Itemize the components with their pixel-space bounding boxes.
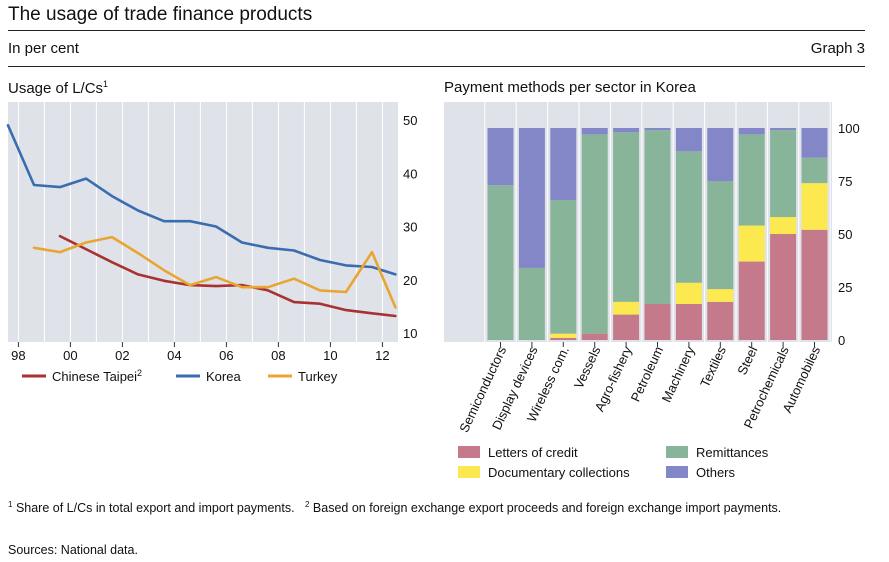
left-panel-title-text: Usage of L/Cs bbox=[8, 80, 104, 97]
title-rule bbox=[8, 30, 865, 31]
footnote-2-mark: 2 bbox=[304, 500, 310, 509]
x-tick-label: 00 bbox=[63, 348, 77, 363]
bar-segment-remittances bbox=[707, 181, 734, 290]
bar-segment-others bbox=[675, 128, 702, 152]
bar-segment-others bbox=[518, 128, 545, 268]
bar-segment-others bbox=[550, 128, 577, 201]
series-line-chinese-taipei bbox=[58, 234, 397, 318]
x-tick-label: 08 bbox=[271, 348, 285, 363]
bar-segment-letters-of-credit bbox=[801, 229, 828, 340]
legend-label-documentary-collections: Documentary collections bbox=[488, 465, 630, 480]
y-tick-label: 30 bbox=[403, 220, 417, 235]
bar-segment-documentary-collections bbox=[707, 289, 734, 302]
legend-swatch-documentary-collections bbox=[458, 466, 480, 478]
legend-swatch-letters-of-credit bbox=[458, 446, 480, 458]
bar-segment-remittances bbox=[675, 151, 702, 283]
bar-segment-remittances bbox=[801, 157, 828, 184]
bar-segment-others bbox=[738, 128, 765, 135]
x-tick-label: Vessels bbox=[571, 343, 604, 390]
footnote-1-text: Share of L/Cs in total export and import… bbox=[15, 501, 295, 516]
bar-segment-others bbox=[613, 128, 640, 133]
bar-segment-letters-of-credit bbox=[675, 303, 702, 340]
bar-segment-remittances bbox=[644, 130, 671, 304]
x-tick-label: 04 bbox=[167, 348, 181, 363]
legend-label-chinese-taipei: Chinese Taipei2 bbox=[52, 368, 142, 384]
left-panel-title: Usage of L/Cs1 bbox=[8, 79, 108, 97]
legend-label-remittances: Remittances bbox=[696, 445, 769, 460]
line-chart: 10 20 30 40 50 98 00 02 04 06 08 10 12 Chinese Taipei… bbox=[6, 102, 417, 384]
y-tick-label: 50 bbox=[838, 227, 852, 242]
bar-segment-letters-of-credit bbox=[707, 301, 734, 340]
bar-segment-others bbox=[801, 128, 828, 158]
bar-segment-remittances bbox=[770, 130, 797, 218]
bar-segment-documentary-collections bbox=[550, 333, 577, 338]
header-rule bbox=[8, 66, 865, 67]
bar-segment-letters-of-credit bbox=[581, 333, 608, 340]
bar-segment-documentary-collections bbox=[801, 183, 828, 230]
footnotes: 1 Share of L/Cs in total export and impo… bbox=[8, 496, 865, 517]
footnote-1-mark: 1 bbox=[8, 500, 13, 509]
y-tick-label: 75 bbox=[838, 174, 852, 189]
left-panel-title-mark: 1 bbox=[103, 79, 109, 89]
bar-segment-remittances bbox=[738, 134, 765, 226]
bar-segment-documentary-collections bbox=[675, 282, 702, 304]
bar-segment-others bbox=[770, 128, 797, 131]
x-tick-label: Steel bbox=[734, 344, 760, 377]
legend-label-text: Turkey bbox=[298, 369, 338, 384]
bar-segment-remittances bbox=[487, 185, 514, 340]
y-tick-label: 40 bbox=[403, 166, 417, 181]
legend-label-others: Others bbox=[696, 465, 736, 480]
y-tick-label: 100 bbox=[838, 121, 860, 136]
x-tick-label: 02 bbox=[115, 348, 129, 363]
y-tick-label: 50 bbox=[403, 113, 417, 128]
graph-number: Graph 3 bbox=[810, 40, 865, 57]
chart-subtitle: In per cent bbox=[8, 40, 79, 57]
x-tick-label: 12 bbox=[375, 348, 389, 363]
bar-segment-documentary-collections bbox=[738, 225, 765, 262]
legend-swatch-others bbox=[666, 466, 688, 478]
y-tick-label: 25 bbox=[838, 280, 852, 295]
chart-title: The usage of trade finance products bbox=[8, 4, 313, 25]
bar-segment-others bbox=[707, 128, 734, 181]
bar-segment-letters-of-credit bbox=[613, 314, 640, 340]
y-tick-label: 0 bbox=[838, 333, 845, 348]
bar-segment-letters-of-credit bbox=[644, 303, 671, 340]
x-tick-label: Textiles bbox=[697, 343, 729, 389]
x-tick-label: 10 bbox=[323, 348, 337, 363]
sources-note: Sources: National data. bbox=[8, 543, 138, 557]
bar-segment-others bbox=[644, 128, 671, 131]
bar-segment-remittances bbox=[518, 267, 545, 340]
legend-label-korea: Korea bbox=[206, 369, 241, 384]
bar-segment-others bbox=[581, 128, 608, 135]
bar-segment-remittances bbox=[613, 132, 640, 302]
legend-label-letters-of-credit: Letters of credit bbox=[488, 445, 578, 460]
series-line-turkey bbox=[32, 235, 397, 309]
footnote-2-text: Based on foreign exchange export proceed… bbox=[312, 501, 782, 516]
legend-label-mark: 2 bbox=[137, 368, 142, 378]
bar-segment-letters-of-credit bbox=[738, 261, 765, 340]
right-panel-title: Payment methods per sector in Korea bbox=[444, 79, 696, 96]
bar-segment-letters-of-credit bbox=[550, 337, 577, 340]
legend-label-turkey: Turkey bbox=[298, 369, 338, 384]
x-tick-label: 06 bbox=[219, 348, 233, 363]
x-tick-label: 98 bbox=[11, 348, 25, 363]
bar-segment-remittances bbox=[550, 200, 577, 334]
bar-segment-documentary-collections bbox=[770, 217, 797, 234]
y-tick-label: 20 bbox=[403, 273, 417, 288]
bar-segment-letters-of-credit bbox=[770, 234, 797, 340]
bar-segment-documentary-collections bbox=[613, 301, 640, 315]
legend-label-text: Korea bbox=[206, 369, 241, 384]
bar-segment-others bbox=[487, 128, 514, 186]
legend-swatch-remittances bbox=[666, 446, 688, 458]
plot-area bbox=[8, 102, 398, 342]
y-tick-label: 10 bbox=[403, 326, 417, 341]
series-line-korea bbox=[6, 124, 397, 276]
bar-segment-remittances bbox=[581, 134, 608, 334]
legend-label-text: Chinese Taipei bbox=[52, 369, 137, 384]
